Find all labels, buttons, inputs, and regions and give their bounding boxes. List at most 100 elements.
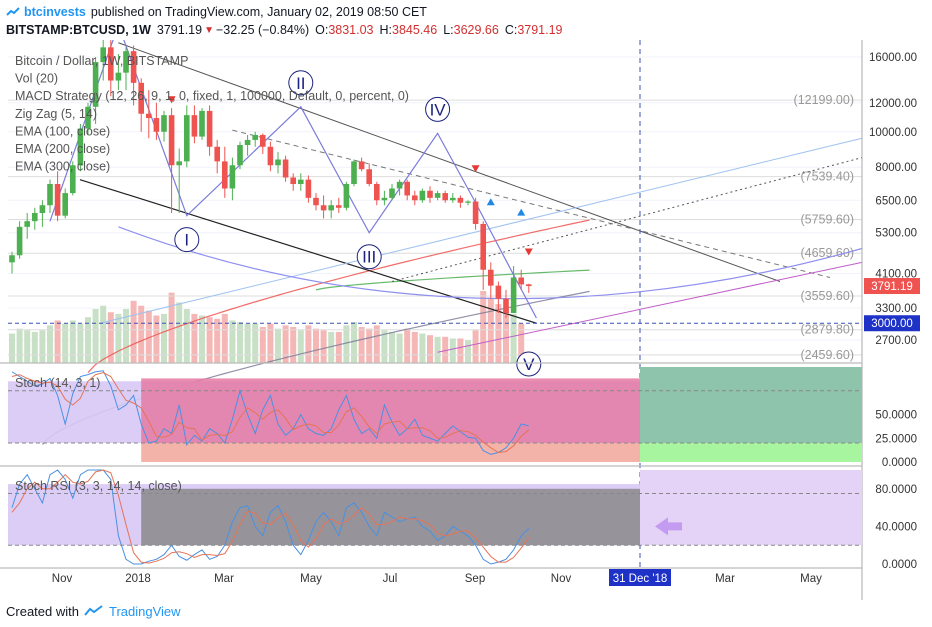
- symbol-title: BITSTAMP:BTCUSD, 1W: [6, 23, 151, 37]
- candle-body: [138, 82, 144, 114]
- candle-body: [381, 197, 388, 201]
- volume-bar: [427, 335, 433, 363]
- candle: [290, 173, 296, 191]
- legend-entry: Vol (20): [15, 72, 58, 86]
- volume-bar: [161, 313, 167, 363]
- candle-body: [503, 298, 509, 313]
- candle-body: [100, 47, 106, 63]
- volume-bar: [373, 325, 380, 363]
- candle: [503, 289, 509, 319]
- sell-arrow-icon: [524, 248, 533, 256]
- candle: [336, 197, 342, 213]
- main-y-axis: 16000.00 12000.00 10000.00 8000.00 6500.00 53…: [861, 40, 920, 600]
- lower-zone: [141, 443, 640, 462]
- candle: [374, 181, 380, 206]
- candle: [298, 173, 304, 191]
- volume-bar: [123, 309, 129, 363]
- wave-circle: [174, 227, 200, 253]
- candle-body: [191, 115, 198, 137]
- candle-body: [123, 51, 129, 73]
- fib-level-label: (7539.40): [800, 170, 854, 184]
- volume-bar: [366, 328, 373, 363]
- candle-body: [199, 110, 205, 137]
- author-link[interactable]: btcinvests: [6, 5, 86, 19]
- wave-circle: [425, 96, 451, 122]
- dashed-trendline: [232, 129, 831, 278]
- legend-entry: EMA (300, close): [15, 160, 110, 174]
- legend-entry: EMA (200, close): [15, 142, 110, 156]
- oscillator-y-tick: 0.0000: [882, 457, 917, 469]
- open-label: O:: [315, 23, 329, 37]
- highlight-zone: [141, 488, 640, 546]
- candle: [457, 195, 464, 208]
- candle: [328, 200, 334, 219]
- candle-body: [305, 179, 312, 198]
- legend-entry: Bitcoin / Dollar, 1W, BITSTAMP: [15, 54, 188, 68]
- x-tick-label: Mar: [715, 573, 735, 585]
- candle-body: [366, 169, 372, 185]
- chart-header: btcinvests published on TradingView.com,…: [6, 3, 926, 39]
- volume-bar: [191, 313, 198, 363]
- candle-body: [54, 184, 61, 216]
- candle-body: [176, 161, 182, 166]
- created-with-text: Created with: [6, 603, 79, 619]
- candle-body: [526, 284, 532, 287]
- k-line: [11, 469, 530, 565]
- volume-bar: [381, 330, 388, 363]
- chart-canvas[interactable]: (12199.00) (7539.40) (5759.60) (4659.60) (35…: [0, 40, 932, 600]
- candle: [267, 141, 274, 172]
- close-label: C:: [504, 23, 518, 37]
- candle: [92, 57, 99, 124]
- projection-zone-upper: [640, 367, 862, 443]
- volume-bar: [9, 333, 15, 363]
- price-label-bg: [864, 278, 920, 295]
- candle-body: [32, 212, 38, 222]
- candle: [252, 131, 258, 147]
- candle-body: [488, 269, 494, 286]
- candle-body: [244, 139, 251, 146]
- arc-curve: [118, 226, 863, 300]
- projection-zone-lower: [640, 443, 862, 462]
- candle: [222, 146, 228, 198]
- candle-body: [184, 115, 190, 162]
- tradingview-logo-icon: [6, 7, 20, 16]
- candle: [62, 188, 68, 219]
- volume-bar: [69, 320, 76, 363]
- x-tick-label: May: [800, 573, 822, 585]
- candle: [275, 152, 281, 174]
- volume-bar: [39, 330, 46, 363]
- candle: [358, 157, 365, 172]
- volume-bar: [480, 291, 487, 363]
- fib-level-label: (5759.60): [800, 213, 854, 227]
- candle: [518, 269, 524, 290]
- tradingview-link[interactable]: TradingView: [108, 603, 181, 619]
- y-tick-label: 10000.00: [869, 127, 917, 139]
- candle-body: [450, 197, 456, 201]
- elliott-wave-marker: III: [356, 244, 382, 270]
- buy-arrow-icon: [486, 198, 495, 206]
- volume-bar: [115, 313, 122, 363]
- volume-bar: [335, 331, 342, 363]
- candle: [434, 190, 441, 201]
- volume-bar: [85, 317, 91, 363]
- candle-body: [412, 195, 418, 201]
- candle: [199, 108, 205, 140]
- buy-arrow-icon: [517, 208, 526, 216]
- candle: [480, 221, 486, 290]
- fib-level-label: (12199.00): [794, 93, 854, 107]
- candle: [313, 193, 319, 211]
- crosshair-date-bg: [609, 569, 671, 586]
- candle: [526, 283, 532, 293]
- candle-body: [427, 190, 433, 198]
- volume-bar: [24, 330, 31, 363]
- stoch-rsi-pane: Stoch RSI (3, 3, 14, 14, close) 80.0000 40…: [8, 469, 917, 571]
- candle-body: [115, 72, 122, 81]
- upper-trendline: [118, 42, 781, 282]
- x-tick-label: May: [300, 573, 322, 585]
- volume-bar: [396, 333, 403, 363]
- volume-bar: [138, 305, 145, 363]
- volume-bar: [320, 330, 327, 363]
- candle-body: [229, 165, 236, 189]
- volume-bar: [176, 302, 183, 363]
- candle-body: [495, 285, 502, 299]
